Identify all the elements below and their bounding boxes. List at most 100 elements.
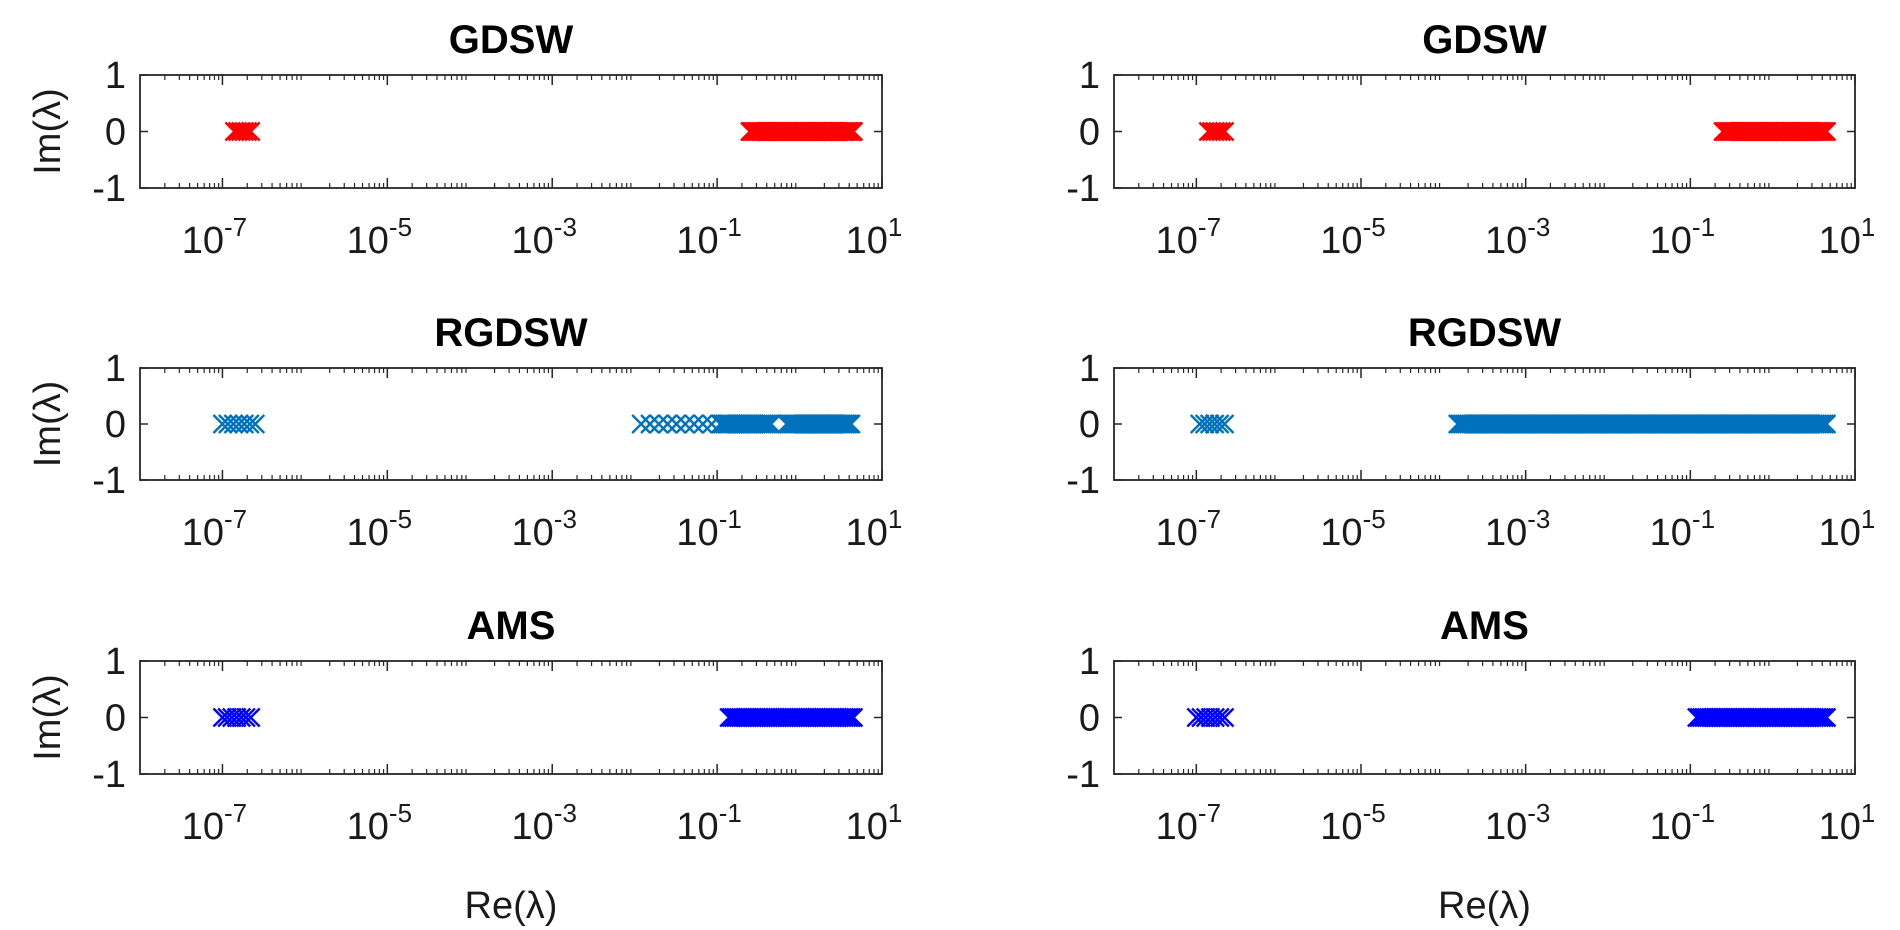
data-marker <box>1191 707 1211 728</box>
y-tick-label: -1 <box>92 168 126 210</box>
data-marker <box>1214 414 1235 434</box>
y-tick-label: 1 <box>105 348 126 390</box>
data-marker <box>237 121 258 142</box>
data-marker <box>1814 707 1834 728</box>
y-axis-label: Im(λ) <box>27 674 69 761</box>
y-tick-label: -1 <box>92 460 126 502</box>
x-tick-label: 101 <box>846 504 903 554</box>
y-tick-label: 0 <box>105 698 126 740</box>
data-marker <box>239 414 260 434</box>
data-marker <box>759 414 779 434</box>
data-marker <box>1816 707 1837 728</box>
y-tick-label: 0 <box>105 112 126 154</box>
data-marker <box>231 707 252 728</box>
data-marker <box>754 414 775 434</box>
panel-title: AMS <box>1440 604 1529 648</box>
data-marker <box>836 121 857 142</box>
data-marker <box>1200 707 1221 728</box>
data-marker <box>231 121 251 142</box>
panel-title: GDSW <box>1422 18 1547 62</box>
data-marker <box>1208 121 1228 142</box>
data-marker <box>212 707 233 728</box>
data-marker <box>1189 414 1210 434</box>
x-tick-label: 10-3 <box>512 504 577 554</box>
data-marker <box>838 707 859 728</box>
data-marker <box>1195 707 1216 728</box>
x-tick-label: 10-7 <box>1156 212 1221 262</box>
data-marker <box>631 414 652 434</box>
data-marker <box>693 414 713 434</box>
x-tick-label: 101 <box>846 212 903 262</box>
data-marker <box>226 707 247 728</box>
data-marker <box>831 414 852 434</box>
data-marker <box>1811 121 1832 142</box>
panel-title: AMS <box>467 604 556 648</box>
data-marker <box>833 414 854 434</box>
data-marker <box>1204 414 1225 434</box>
x-tick-label: 10-5 <box>347 504 412 554</box>
x-tick-label: 101 <box>1819 504 1876 554</box>
data-marker <box>843 707 864 728</box>
data-marker <box>839 414 859 434</box>
data-marker <box>1205 707 1225 728</box>
data-marker <box>836 707 857 728</box>
data-marker <box>1186 707 1207 728</box>
data-marker <box>657 414 678 434</box>
data-marker <box>1812 414 1832 434</box>
data-marker <box>834 121 855 142</box>
x-tick-label: 10-5 <box>1320 798 1385 848</box>
data-marker <box>640 414 660 434</box>
data-marker <box>1809 707 1830 728</box>
panel-title: RGDSW <box>434 311 588 355</box>
data-marker <box>1814 414 1835 434</box>
panel-title: RGDSW <box>1408 311 1562 355</box>
x-tick-label: 101 <box>1819 212 1876 262</box>
data-marker <box>217 707 237 728</box>
y-axis-label: Im(λ) <box>27 381 69 468</box>
data-marker <box>838 121 858 142</box>
data-marker <box>240 707 261 728</box>
y-tick-label: 0 <box>1079 112 1100 154</box>
data-marker <box>1209 707 1230 728</box>
y-tick-label: -1 <box>92 754 126 796</box>
data-marker <box>1194 414 1215 434</box>
data-marker <box>1209 414 1230 434</box>
y-tick-label: 0 <box>1079 404 1100 446</box>
x-tick-label: 10-7 <box>1156 504 1221 554</box>
data-marker <box>841 121 862 142</box>
x-tick-label: 10-7 <box>182 504 247 554</box>
data-marker <box>1807 707 1827 728</box>
data-marker <box>236 707 256 728</box>
x-tick-label: 10-7 <box>182 212 247 262</box>
x-tick-label: 10-1 <box>676 798 741 848</box>
y-tick-label: 1 <box>105 641 126 683</box>
data-marker <box>841 707 861 728</box>
data-marker <box>834 707 855 728</box>
data-marker <box>666 414 687 434</box>
data-marker <box>1204 121 1225 142</box>
data-marker <box>1807 121 1828 142</box>
x-tick-label: 10-3 <box>512 798 577 848</box>
data-marker <box>240 121 261 142</box>
x-tick-label: 101 <box>846 798 903 848</box>
y-tick-label: -1 <box>1066 460 1100 502</box>
x-tick-label: 10-5 <box>347 798 412 848</box>
y-tick-label: -1 <box>1066 168 1100 210</box>
y-tick-label: 1 <box>1079 641 1100 683</box>
data-marker <box>756 414 777 434</box>
data-marker <box>752 414 773 434</box>
data-marker <box>1816 121 1837 142</box>
data-marker <box>234 121 255 142</box>
data-marker <box>222 707 242 728</box>
data-marker <box>1211 121 1232 142</box>
x-tick-label: 10-3 <box>1485 212 1550 262</box>
panel-title: GDSW <box>449 18 574 62</box>
data-marker <box>1810 414 1830 434</box>
y-axis-label: Im(λ) <box>27 88 69 175</box>
x-tick-label: 101 <box>1819 798 1876 848</box>
y-tick-label: -1 <box>1066 754 1100 796</box>
